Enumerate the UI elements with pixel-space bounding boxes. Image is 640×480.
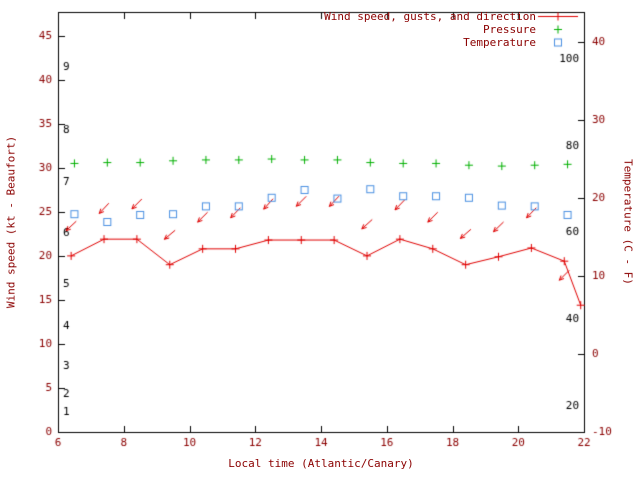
x-axis-title-local-time: Local time (Atlantic/Canary)	[228, 457, 414, 470]
legend-item-pressure: Pressure	[324, 23, 536, 36]
chart-legend: Wind speed, gusts, and direction Pressur…	[324, 10, 536, 49]
legend-label-wind: Wind speed, gusts, and direction	[324, 10, 536, 23]
legend-label-temperature: Temperature	[463, 36, 536, 49]
y-axis-title-temperature: Temperature (C - F)	[621, 159, 635, 285]
y-axis-title-wind-speed: Wind speed (kt - Beaufort)	[4, 135, 18, 309]
legend-item-temperature: Temperature	[324, 36, 536, 49]
legend-item-wind: Wind speed, gusts, and direction	[324, 10, 536, 23]
legend-label-pressure: Pressure	[483, 23, 536, 36]
